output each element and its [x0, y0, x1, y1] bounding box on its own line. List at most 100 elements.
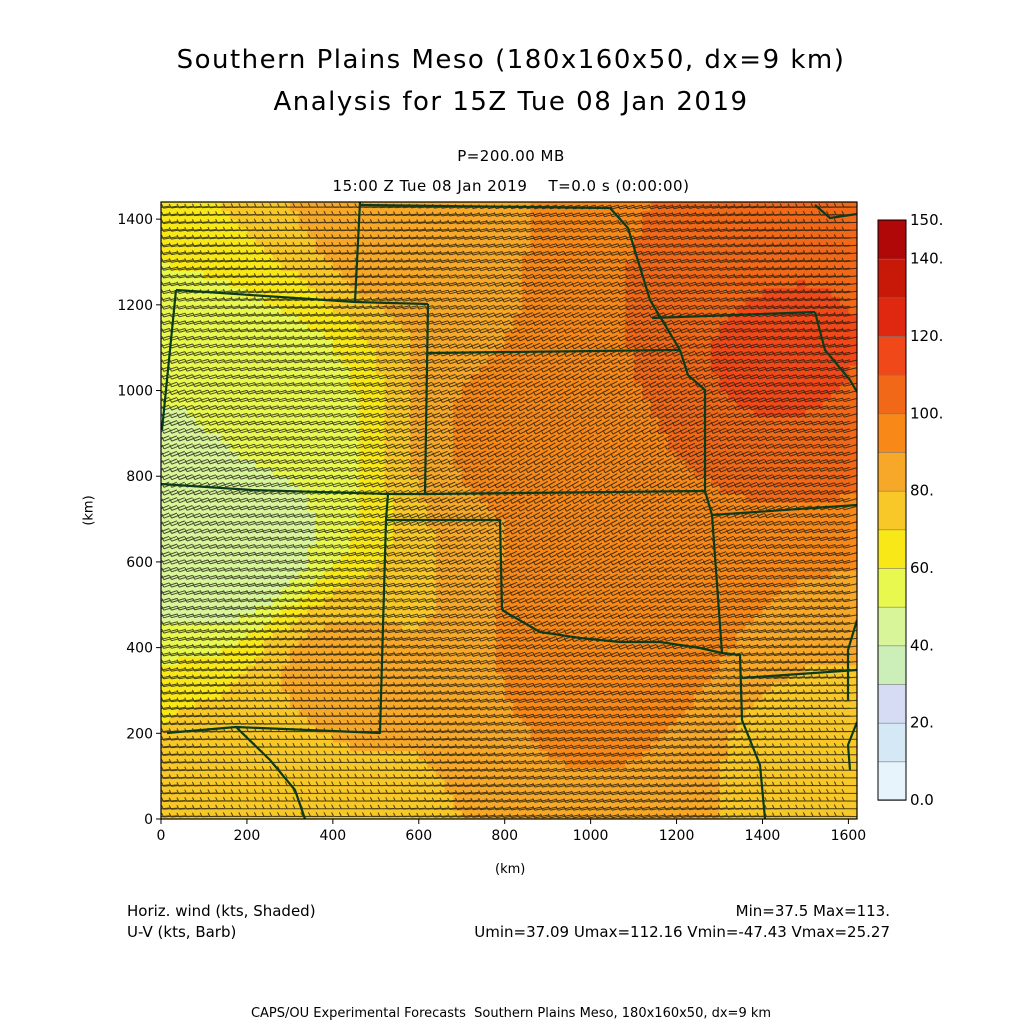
field-cell	[203, 330, 214, 340]
field-cell	[281, 467, 291, 477]
field-cell	[178, 647, 188, 657]
field-cell	[298, 561, 308, 572]
field-cell	[169, 570, 179, 580]
field-cell	[195, 459, 205, 469]
field-cell	[255, 570, 265, 580]
field-cell	[255, 681, 265, 692]
field-cell	[289, 484, 300, 494]
field-cell	[324, 699, 334, 709]
field-cell	[315, 390, 325, 400]
field-cell	[195, 630, 205, 640]
field-cell	[298, 424, 308, 434]
field-cell	[264, 690, 274, 700]
field-cell	[186, 690, 196, 700]
field-cell	[289, 707, 300, 717]
field-cell	[736, 733, 746, 743]
field-cell	[212, 707, 222, 717]
field-cell	[212, 424, 222, 434]
field-cell	[281, 296, 291, 306]
field-cell	[753, 801, 764, 812]
field-cell	[221, 561, 231, 572]
field-cell	[332, 613, 343, 623]
field-cell	[264, 321, 274, 332]
field-cell	[341, 270, 351, 280]
field-cell	[212, 536, 222, 546]
field-cell	[264, 493, 274, 503]
field-cell	[289, 330, 300, 340]
field-cell	[169, 467, 179, 477]
field-cell	[427, 810, 437, 819]
field-cell	[221, 690, 231, 700]
field-cell	[341, 476, 351, 486]
field-cell	[178, 707, 188, 717]
field-cell	[195, 381, 205, 392]
field-cell	[324, 493, 334, 503]
field-cell	[229, 776, 239, 786]
field-cell	[728, 441, 738, 452]
field-cell	[315, 733, 325, 743]
field-cell	[307, 304, 317, 314]
field-cell	[289, 227, 300, 237]
field-cell	[212, 544, 222, 554]
field-cell	[324, 716, 334, 726]
field-cell	[238, 733, 248, 743]
field-cell	[186, 707, 196, 717]
field-cell	[324, 219, 334, 229]
field-cell	[229, 261, 239, 272]
field-cell	[332, 321, 343, 332]
field-cell	[332, 227, 343, 237]
field-cell	[281, 707, 291, 717]
field-cell	[350, 450, 360, 460]
field-cell	[255, 510, 265, 520]
field-cell	[161, 467, 171, 477]
field-cell	[289, 647, 300, 657]
field-cell	[161, 596, 171, 606]
field-cell	[298, 407, 308, 417]
field-cell	[341, 553, 351, 563]
field-cell	[341, 321, 351, 332]
field-cell	[186, 604, 196, 614]
field-cell	[358, 759, 368, 769]
field-cell	[212, 553, 222, 563]
field-cell	[169, 776, 179, 786]
field-cell	[246, 441, 257, 452]
field-cell	[229, 304, 239, 314]
field-cell	[169, 339, 179, 349]
field-cell	[255, 519, 265, 529]
field-cell	[272, 356, 282, 366]
field-cell	[289, 759, 300, 769]
field-cell	[324, 381, 334, 392]
field-cell	[375, 270, 385, 280]
field-cell	[186, 261, 196, 272]
field-cell	[307, 270, 317, 280]
field-cell	[324, 261, 334, 272]
field-cell	[169, 227, 179, 237]
field-cell	[212, 390, 222, 400]
field-cell	[272, 510, 282, 520]
field-cell	[324, 690, 334, 700]
field-cell	[281, 476, 291, 486]
field-cell	[255, 707, 265, 717]
field-cell	[195, 699, 205, 709]
field-cell	[255, 416, 265, 426]
field-cell	[659, 407, 669, 417]
field-cell	[161, 716, 171, 726]
field-cell	[341, 330, 351, 340]
field-cell	[246, 227, 257, 237]
field-cell	[350, 647, 360, 657]
field-cell	[221, 647, 231, 657]
field-cell	[238, 381, 248, 392]
field-cell	[212, 613, 222, 623]
field-cell	[289, 321, 300, 332]
field-cell	[324, 784, 334, 794]
field-cell	[315, 381, 325, 392]
field-cell	[324, 707, 334, 717]
field-cell	[315, 759, 325, 769]
field-cell	[255, 390, 265, 400]
field-cell	[178, 304, 188, 314]
field-cell	[332, 647, 343, 657]
field-cell	[307, 690, 317, 700]
field-cell	[264, 407, 274, 417]
field-cell	[246, 767, 257, 777]
field-cell	[659, 484, 669, 494]
